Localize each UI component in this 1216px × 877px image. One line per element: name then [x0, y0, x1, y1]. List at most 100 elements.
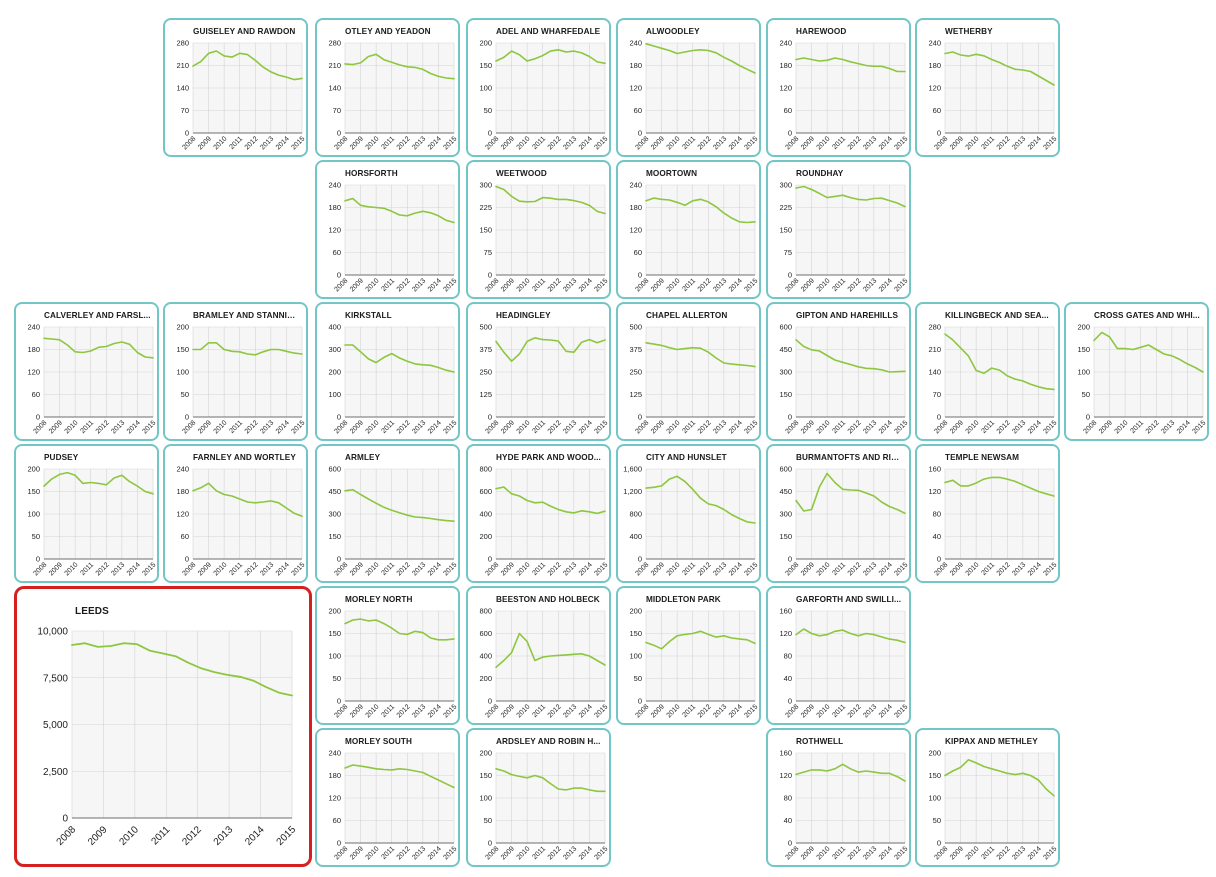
- y-tick-label: 600: [779, 465, 792, 474]
- y-tick-label: 0: [788, 555, 792, 564]
- y-tick-label: 180: [629, 203, 642, 212]
- chart-tile-leeds: LEEDS 0 2,500 5,000 7,500 10,000 2008 2009 2010 2…: [14, 586, 312, 867]
- series-line: [645, 42, 756, 74]
- y-tick-label: 375: [629, 345, 642, 354]
- x-tick-label: 2011: [981, 845, 997, 861]
- x-tick-label: 2009: [949, 419, 965, 435]
- chart-tile-harewood: HAREWOOD 0 60 120 180 240 2008 2009 2010 2011 2012…: [766, 18, 911, 157]
- chart-tile-crossgates: CROSS GATES AND WHI... 0 50 100 150 200 2008 20…: [1064, 302, 1209, 441]
- line-chart: 0 60 120 180 240 2008 2009 2010 2011 2012 2013 2014…: [629, 39, 759, 152]
- y-tick-label: 800: [479, 607, 492, 616]
- y-tick-label: 210: [176, 61, 189, 70]
- y-tick-label: 120: [928, 487, 941, 496]
- y-tick-label: 0: [488, 129, 492, 138]
- x-tick-label: 2012: [547, 845, 563, 861]
- y-tick-label: 0: [788, 413, 792, 422]
- x-tick-label: 2008: [784, 703, 800, 719]
- x-tick-label: 2009: [800, 277, 816, 293]
- y-tick-label: 0: [488, 839, 492, 848]
- x-tick-label: 2010: [516, 561, 532, 577]
- chart-tile-otley: OTLEY AND YEADON 0 70 140 210 280 2008 2009 2010…: [315, 18, 460, 157]
- line-chart: 0 50 100 150 200 2008 2009 2010 2011 2012 2013 2014…: [928, 749, 1058, 862]
- x-tick-label: 2013: [562, 845, 578, 861]
- y-tick-label: 50: [634, 674, 642, 683]
- x-tick-label: 2010: [666, 561, 682, 577]
- y-tick-label: 120: [779, 84, 792, 93]
- x-tick-label: 2011: [229, 135, 245, 151]
- x-tick-label: 2013: [562, 135, 578, 151]
- x-tick-label: 2012: [244, 561, 260, 577]
- y-tick-label: 180: [629, 61, 642, 70]
- y-tick-label: 50: [181, 390, 189, 399]
- y-tick-label: 120: [328, 794, 341, 803]
- x-tick-label: 2014: [1027, 419, 1043, 435]
- chart-tile-kirkstall: KIRKSTALL 0 100 200 300 400 2008 2009 2010 2011 20…: [315, 302, 460, 441]
- x-tick-label: 2013: [411, 419, 427, 435]
- x-tick-label: 2008: [333, 419, 349, 435]
- y-tick-label: 400: [629, 532, 642, 541]
- x-tick-label: 2013: [411, 135, 427, 151]
- y-tick-label: 0: [488, 697, 492, 706]
- line-chart: 0 40 80 120 160 2008 2009 2010 2011 2012 2013 2014 2…: [779, 607, 909, 720]
- x-tick-label: 2013: [110, 419, 126, 435]
- y-tick-label: 300: [779, 510, 792, 519]
- y-tick-label: 150: [779, 226, 792, 235]
- y-tick-label: 150: [27, 487, 40, 496]
- x-tick-label: 2008: [333, 845, 349, 861]
- x-tick-label: 2014: [275, 135, 291, 151]
- series-line: [645, 341, 756, 368]
- x-tick-label: 2011: [229, 561, 245, 577]
- y-tick-label: 0: [36, 413, 40, 422]
- y-tick-label: 375: [479, 345, 492, 354]
- x-tick-label: 2009: [650, 419, 666, 435]
- line-chart: 0 50 100 150 200 2008 2009 2010 2011 2012 2013 2014…: [328, 607, 458, 720]
- x-tick-label: 2014: [1027, 561, 1043, 577]
- x-tick-label: 2008: [933, 419, 949, 435]
- line-chart: 0 60 120 180 240 2008 2009 2010 2011 2012 2013 2014…: [176, 465, 306, 578]
- y-tick-label: 400: [479, 510, 492, 519]
- x-tick-label: 2008: [333, 703, 349, 719]
- y-tick-label: 120: [629, 226, 642, 235]
- x-tick-label: 2009: [500, 135, 516, 151]
- series-line: [344, 344, 455, 373]
- x-tick-label: 2008: [634, 135, 650, 151]
- y-tick-label: 0: [638, 129, 642, 138]
- x-tick-label: 2014: [578, 845, 594, 861]
- x-tick-label: 2013: [212, 824, 236, 848]
- chart-tile-armley: ARMLEY 0 150 300 450 600 2008 2009 2010 2011 2012 2…: [315, 444, 460, 583]
- x-tick-label: 2011: [532, 845, 548, 861]
- x-tick-label: 2014: [728, 561, 744, 577]
- x-tick-label: 2015: [1042, 845, 1058, 861]
- x-tick-label: 2015: [442, 135, 458, 151]
- chart-tile-gipton: GIPTON AND HAREHILLS 0 150 300 450 600 2008 200…: [766, 302, 911, 441]
- y-tick-label: 80: [933, 510, 941, 519]
- y-tick-label: 150: [779, 390, 792, 399]
- y-tick-label: 60: [933, 106, 941, 115]
- y-tick-label: 240: [328, 181, 341, 190]
- x-tick-label: 2012: [1145, 419, 1161, 435]
- y-tick-label: 280: [928, 323, 941, 332]
- y-tick-label: 450: [328, 487, 341, 496]
- y-tick-label: 0: [788, 839, 792, 848]
- x-tick-label: 2011: [149, 824, 172, 847]
- y-tick-label: 70: [933, 390, 941, 399]
- series-line: [344, 764, 455, 789]
- x-tick-label: 2012: [697, 703, 713, 719]
- line-chart: 0 70 140 210 280 2008 2009 2010 2011 2012 2013 2014…: [928, 323, 1058, 436]
- y-tick-label: 200: [479, 749, 492, 758]
- x-tick-label: 2014: [275, 561, 291, 577]
- x-tick-label: 2013: [1011, 561, 1027, 577]
- x-tick-label: 2012: [697, 419, 713, 435]
- x-tick-label: 2010: [365, 419, 381, 435]
- x-tick-label: 2010: [666, 277, 682, 293]
- x-tick-label: 2012: [180, 824, 204, 848]
- x-tick-label: 2015: [442, 419, 458, 435]
- y-tick-label: 450: [779, 345, 792, 354]
- y-tick-label: 80: [784, 652, 792, 661]
- x-tick-label: 2011: [682, 561, 698, 577]
- y-tick-label: 100: [27, 510, 40, 519]
- x-tick-label: 2014: [578, 561, 594, 577]
- series-line: [944, 758, 1055, 797]
